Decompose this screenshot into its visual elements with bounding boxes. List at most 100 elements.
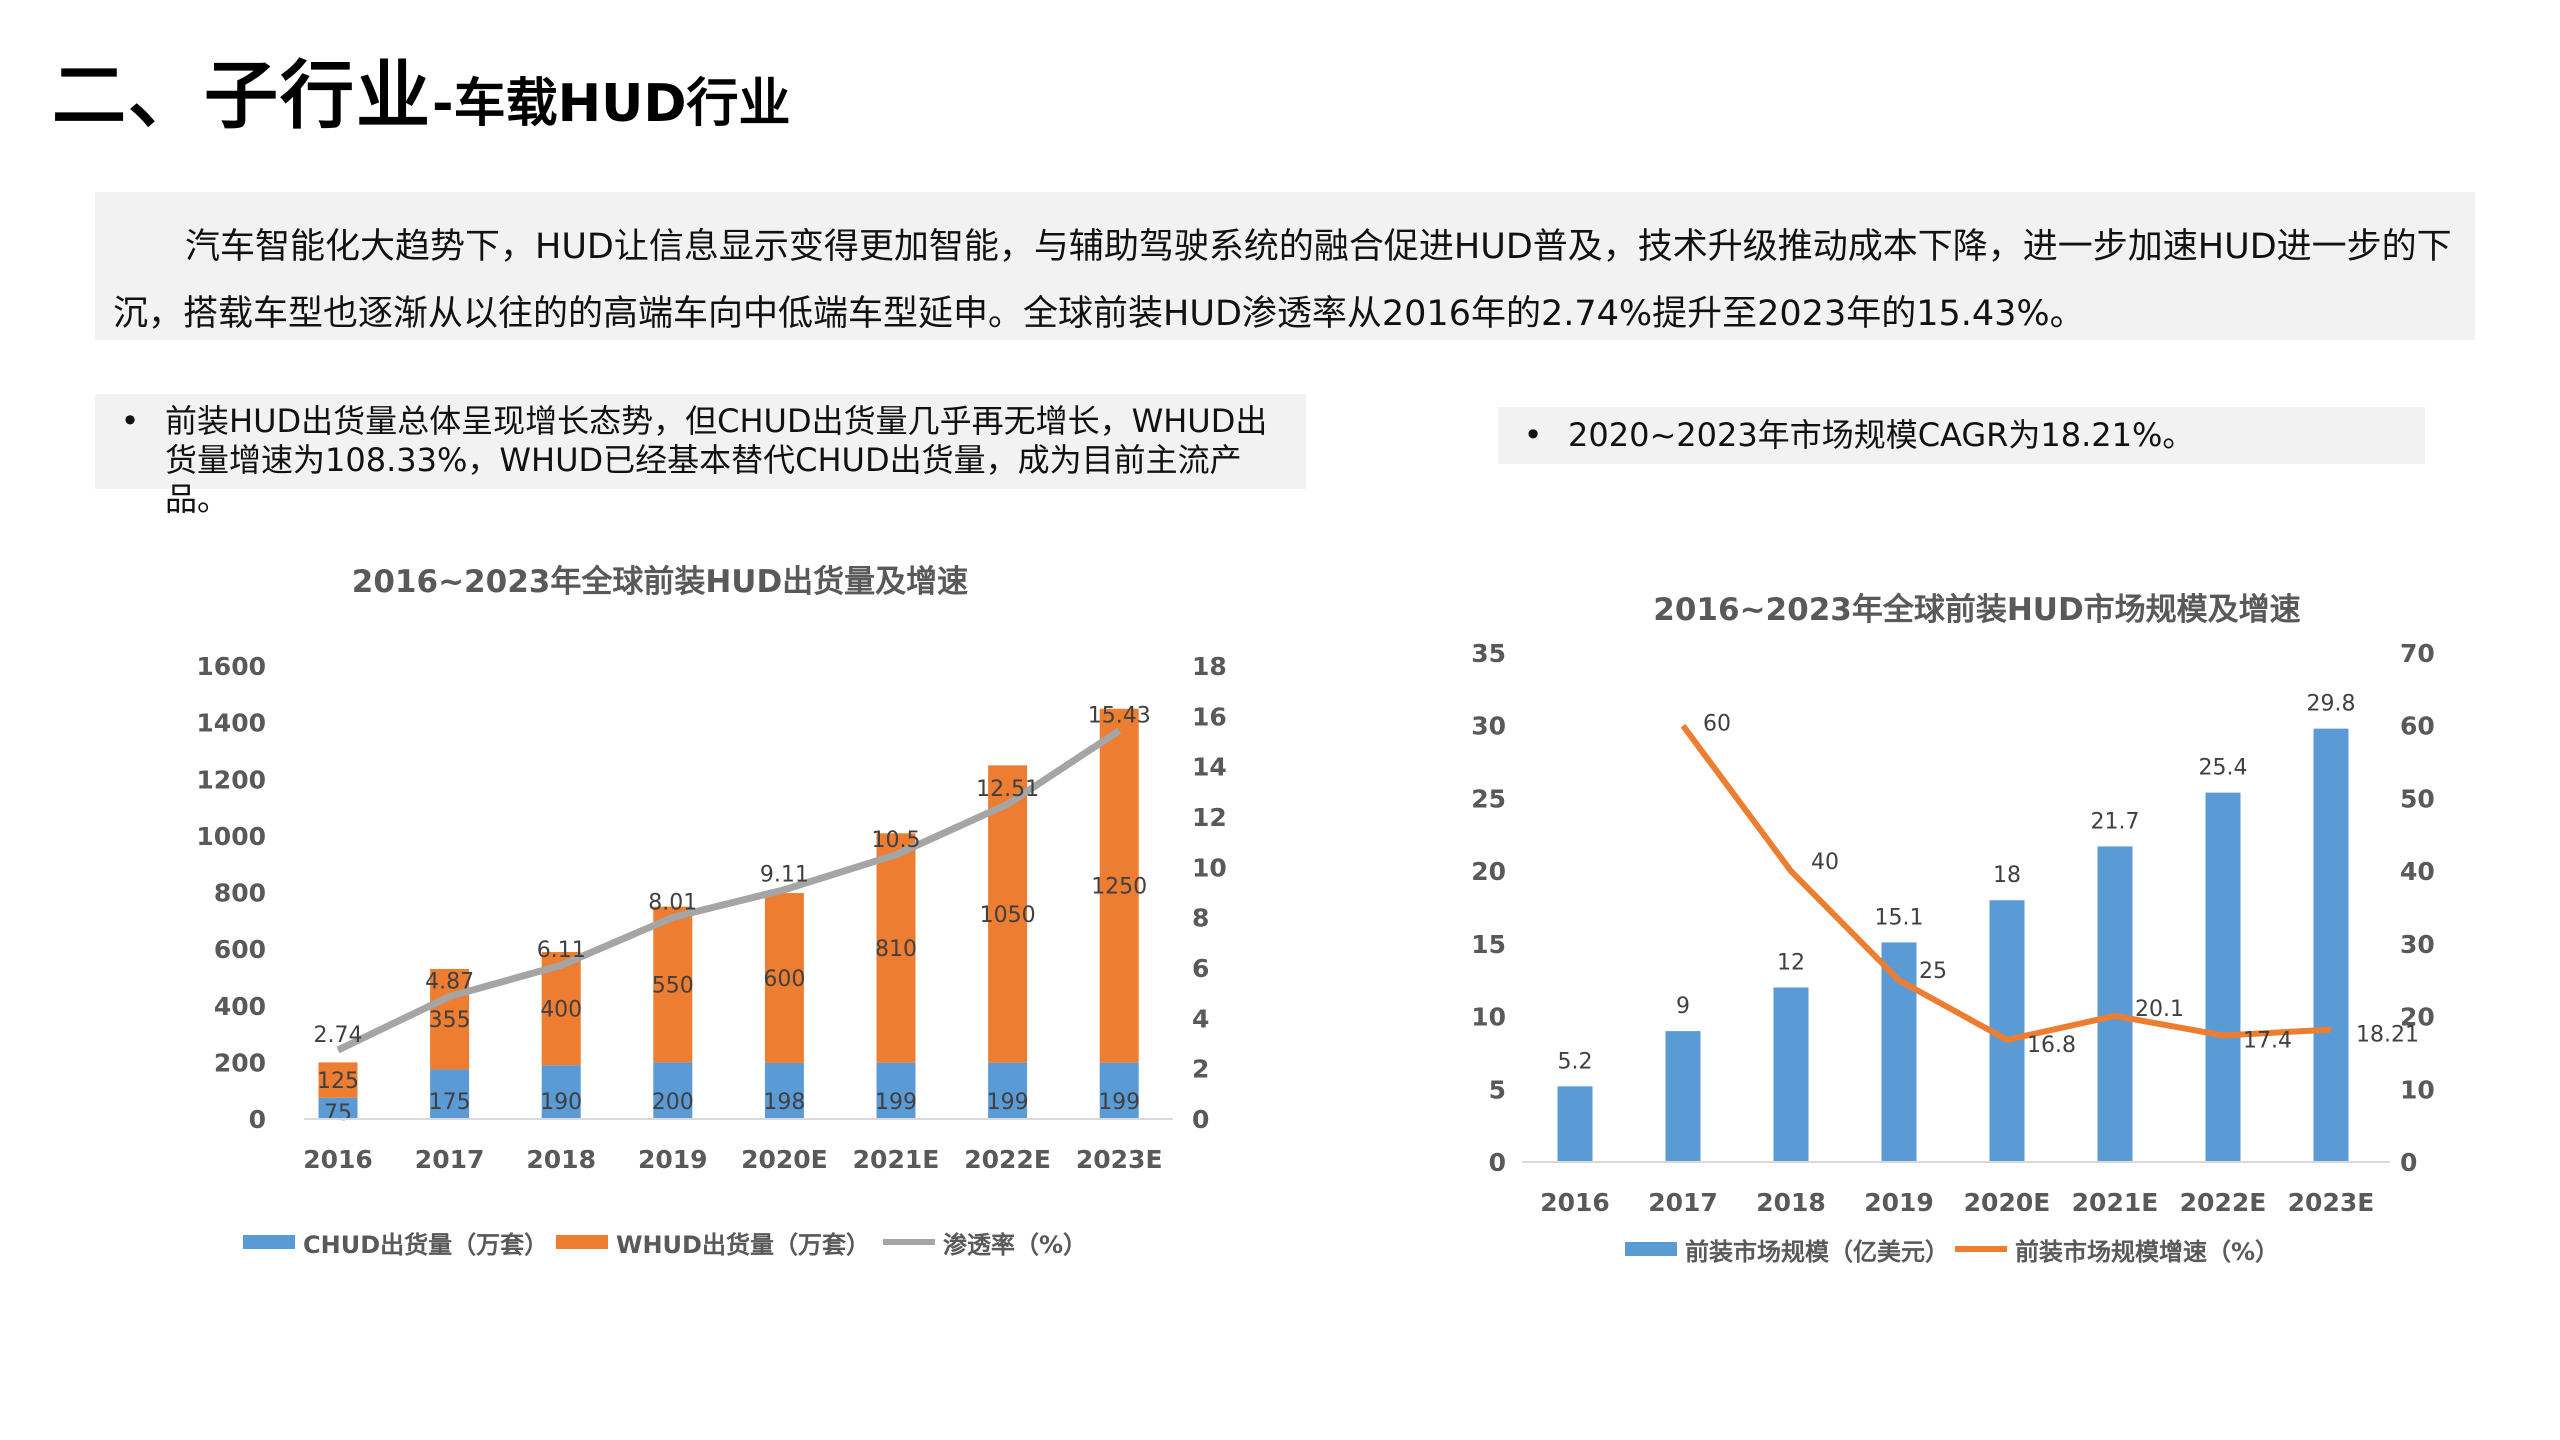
- line-data-label: 9.11: [760, 863, 809, 888]
- bullet-marker: •: [120, 402, 140, 440]
- data-label: 1050: [980, 903, 1036, 928]
- bar-whud: [430, 968, 470, 1070]
- y2-tick-label: 20: [2400, 1003, 2435, 1032]
- x-tick-label: 2020E: [1964, 1188, 2051, 1217]
- y-tick-label: 20: [1471, 857, 1506, 886]
- x-tick-label: 2019: [638, 1145, 708, 1174]
- data-label: 5.2: [1558, 1049, 1593, 1074]
- bar-chud: [318, 1097, 358, 1119]
- y2-tick-label: 4: [1192, 1004, 1209, 1033]
- y-tick-label: 35: [1471, 639, 1506, 668]
- bar-whud: [318, 1062, 358, 1098]
- data-label: 400: [540, 998, 582, 1023]
- y-tick-label: 600: [214, 935, 266, 964]
- legend-swatch: [243, 1235, 295, 1249]
- y-tick-label: 5: [1489, 1075, 1506, 1104]
- x-tick-label: 2018: [1756, 1188, 1826, 1217]
- bar-market-size: [1881, 942, 1917, 1162]
- line-data-label: 17.4: [2243, 1028, 2292, 1053]
- data-label: 200: [652, 1090, 694, 1115]
- y2-tick-label: 16: [1192, 702, 1227, 731]
- line-data-label: 15.43: [1088, 704, 1151, 729]
- data-label: 18: [1993, 863, 2021, 888]
- x-tick-label: 2019: [1864, 1188, 1934, 1217]
- bullet-text-left: 前装HUD出货量总体呈现增长态势，但CHUD出货量几乎再无增长，WHUD出货量增…: [165, 402, 1268, 518]
- data-label: 1250: [1091, 875, 1147, 900]
- bar-chud: [1099, 1062, 1139, 1119]
- y2-tick-label: 70: [2400, 639, 2435, 668]
- bar-market-size: [1773, 987, 1809, 1162]
- x-tick-label: 2022E: [2180, 1188, 2267, 1217]
- bar-market-size: [1557, 1086, 1593, 1162]
- x-tick-label: 2021E: [853, 1145, 940, 1174]
- data-label: 9: [1676, 994, 1690, 1019]
- line-data-label: 20.1: [2135, 997, 2184, 1022]
- y2-tick-label: 30: [2400, 930, 2435, 959]
- legend-swatch: [1625, 1242, 1677, 1256]
- bar-whud: [1099, 708, 1139, 1063]
- bar-chud: [876, 1062, 916, 1119]
- y-tick-label: 800: [214, 879, 266, 908]
- bullet-marker: •: [1523, 416, 1543, 454]
- bar-chud: [541, 1065, 581, 1119]
- y-tick-label: 30: [1471, 712, 1506, 741]
- legend-label: CHUD出货量（万套）: [303, 1231, 548, 1259]
- x-tick-label: 2017: [415, 1145, 485, 1174]
- data-label: 175: [429, 1090, 471, 1115]
- line-data-label: 8.01: [648, 890, 697, 915]
- bullet-box-left: • 前装HUD出货量总体呈现增长态势，但CHUD出货量几乎再无增长，WHUD出货量…: [95, 394, 1306, 518]
- x-tick-label: 2016: [303, 1145, 373, 1174]
- legend-label: 渗透率（%）: [943, 1231, 1087, 1259]
- y-tick-label: 1400: [196, 709, 266, 738]
- bar-whud: [876, 833, 916, 1063]
- x-tick-label: 2017: [1648, 1188, 1718, 1217]
- data-label: 199: [875, 1090, 917, 1115]
- legend-label: 前装市场规模增速（%）: [2015, 1238, 2279, 1266]
- y2-tick-label: 8: [1192, 904, 1209, 933]
- line-series: [1680, 723, 2332, 1043]
- y2-tick-label: 6: [1192, 954, 1209, 983]
- data-label: 550: [652, 974, 694, 999]
- y-tick-label: 0: [1489, 1148, 1506, 1177]
- bar-whud: [653, 906, 693, 1063]
- y-tick-label: 25: [1471, 784, 1506, 813]
- bar-market-size: [2205, 792, 2241, 1162]
- bar-market-size: [2313, 728, 2349, 1162]
- data-label: 29.8: [2307, 692, 2356, 717]
- bar-market-size: [2097, 846, 2133, 1162]
- data-label: 810: [875, 937, 917, 962]
- y2-tick-label: 18: [1192, 652, 1227, 681]
- bar-whud: [764, 893, 804, 1063]
- data-label: 75: [324, 1101, 352, 1126]
- y2-tick-label: 50: [2400, 784, 2435, 813]
- bar-chud: [430, 1069, 470, 1119]
- line-data-label: 6.11: [537, 938, 586, 963]
- data-label: 15.1: [1875, 905, 1924, 930]
- page-title: 二、子行业-车载HUD行业: [52, 36, 791, 143]
- bar-chud: [653, 1062, 693, 1119]
- y-tick-label: 0: [249, 1105, 266, 1134]
- x-tick-label: 2016: [1540, 1188, 1610, 1217]
- x-tick-label: 2021E: [2072, 1188, 2159, 1217]
- bar-market-size: [1665, 1031, 1701, 1162]
- x-tick-label: 2022E: [964, 1145, 1051, 1174]
- y-tick-label: 1200: [196, 765, 266, 794]
- data-label: 355: [429, 1008, 471, 1033]
- y2-tick-label: 10: [1192, 853, 1227, 882]
- bar-chud: [988, 1062, 1028, 1119]
- bar-whud: [988, 765, 1028, 1063]
- y2-tick-label: 14: [1192, 753, 1227, 782]
- chart-title: 2016~2023年全球前装HUD出货量及增速: [352, 564, 968, 600]
- data-label: 21.7: [2091, 809, 2140, 834]
- data-label: 12: [1777, 950, 1805, 975]
- y2-tick-label: 0: [2400, 1148, 2417, 1177]
- data-label: 25.4: [2199, 756, 2248, 781]
- line-data-label: 12.51: [976, 777, 1039, 802]
- y-tick-label: 15: [1471, 930, 1506, 959]
- x-tick-label: 2018: [526, 1145, 596, 1174]
- data-label: 199: [1098, 1090, 1140, 1115]
- bullet-text-right: 2020~2023年市场规模CAGR为18.21%。: [1568, 416, 2195, 454]
- title-main: 二、子行业: [52, 53, 432, 139]
- bullet-box-right: • 2020~2023年市场规模CAGR为18.21%。: [1498, 407, 2425, 464]
